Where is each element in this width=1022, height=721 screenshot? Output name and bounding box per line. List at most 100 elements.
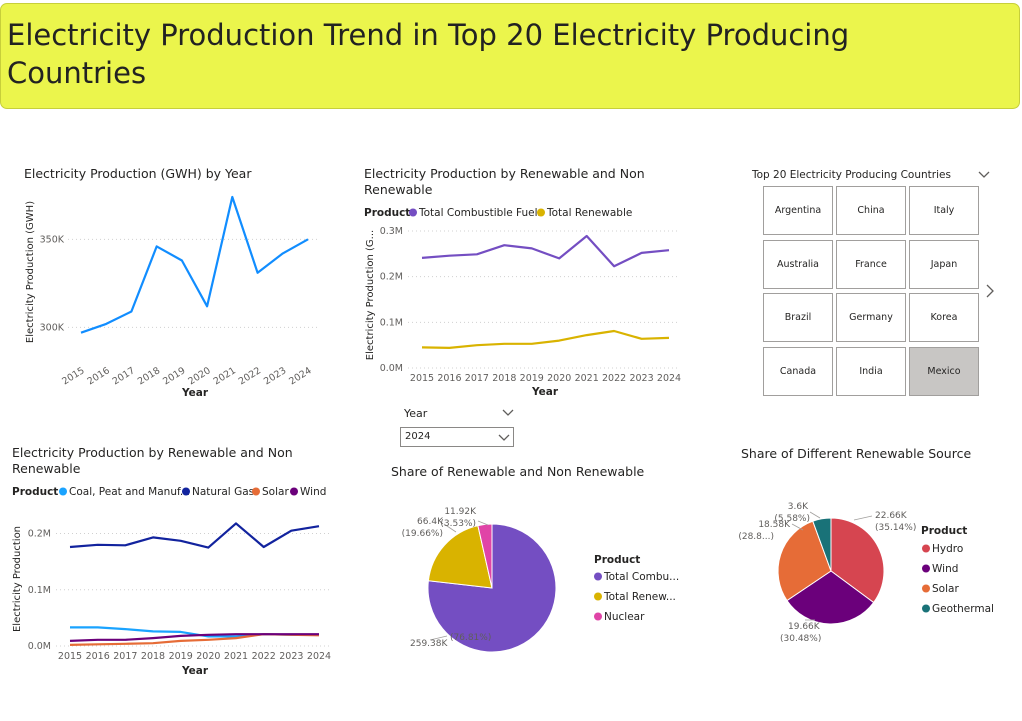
x-tick-label: 2016 — [86, 651, 110, 662]
pie-slice-solar — [777, 520, 832, 602]
legend-item: Total Combu... — [603, 571, 679, 583]
data-label-value: 3.6K — [788, 502, 809, 512]
y-tick-label: 0.0M — [28, 641, 51, 652]
legend-item: Natural Gas — [192, 486, 254, 498]
y-axis-title: Electricity Production — [12, 526, 23, 632]
series-line-total-combustible-fuels — [421, 234, 670, 268]
pie-slice-nuclear — [477, 523, 493, 589]
slicer-title: Top 20 Electricity Producing Countries — [752, 169, 951, 181]
leader-line — [853, 515, 873, 521]
x-tick-label: 2015 — [60, 365, 86, 387]
slicer-item-germany[interactable]: Germany — [836, 293, 906, 342]
legend-marker — [537, 208, 545, 217]
x-tick-label: 2022 — [252, 651, 276, 662]
legend-title: Product — [364, 207, 410, 219]
x-tick-label: 2017 — [113, 651, 137, 662]
x-tick-label: 2017 — [111, 365, 137, 387]
y-axis-title: Electricity Production (G... — [365, 230, 376, 360]
x-tick-label: 2015 — [58, 651, 82, 662]
series-line-natural-gas — [69, 522, 320, 549]
data-label-value: 11.92K — [444, 507, 477, 517]
slicer-item-china[interactable]: China — [836, 186, 906, 235]
page-title: Electricity Production Trend in Top 20 E… — [7, 18, 850, 90]
chart5-title: Share of Different Renewable Source — [741, 446, 972, 461]
legend-item: Solar — [262, 486, 289, 498]
x-tick-label: 2022 — [602, 373, 626, 384]
year-dropdown-value: 2024 — [405, 431, 431, 442]
x-tick-label: 2023 — [279, 651, 303, 662]
title-banner — [0, 3, 1020, 109]
slicer-item-brazil[interactable]: Brazil — [763, 293, 833, 342]
leader-line — [429, 635, 448, 641]
y-axis-title: Electricity Production (GWH) — [25, 201, 36, 343]
legend-marker — [922, 544, 930, 553]
slicer-item-japan[interactable]: Japan — [909, 240, 979, 289]
x-tick-label: 2021 — [224, 651, 248, 662]
y-tick-label: 0.2M — [28, 529, 51, 540]
pie-slice-hydro — [830, 517, 885, 604]
legend-marker — [59, 487, 67, 496]
year-filter-chevron-down-icon[interactable] — [502, 408, 514, 418]
leader-line — [477, 520, 489, 526]
leader-line — [809, 511, 821, 519]
legend-marker — [594, 572, 602, 581]
x-tick-label: 2021 — [212, 365, 238, 387]
legend-item: Nuclear — [604, 611, 645, 623]
x-tick-label: 2024 — [287, 365, 313, 387]
legend-marker — [922, 604, 930, 613]
chart2-title: Electricity Production by Renewable and … — [364, 166, 645, 197]
legend-item: Wind — [932, 563, 958, 575]
data-label-value: 18.58K — [758, 520, 791, 530]
legend-item: Coal, Peat and Manuf... — [69, 486, 190, 498]
x-tick-label: 2015 — [410, 373, 434, 384]
y-tick-label: 0.0M — [380, 363, 403, 374]
legend-marker — [594, 592, 602, 601]
slicer-item-mexico[interactable]: Mexico — [909, 347, 979, 396]
x-tick-label: 2016 — [437, 373, 461, 384]
data-label-percent: (76.81%) — [450, 633, 491, 643]
year-filter-label: Year — [404, 407, 428, 420]
y-tick-label: 350K — [40, 234, 65, 245]
chart1-title: Electricity Production (GWH) by Year — [24, 166, 252, 181]
legend-item: Hydro — [932, 543, 963, 555]
legend-item: Total Renewable — [546, 207, 632, 219]
legend-title: Product — [921, 525, 967, 537]
data-label-percent: (3.53%) — [440, 519, 476, 529]
slicer-dropdown-chevron-down-icon[interactable] — [978, 170, 990, 180]
series-line-total-renewable — [421, 329, 670, 349]
pie-slice-total-renew — [427, 525, 493, 589]
leader-line — [791, 523, 804, 531]
data-label-value: 19.66K — [788, 622, 821, 632]
slicer-item-italy[interactable]: Italy — [909, 186, 979, 235]
y-tick-label: 0.3M — [380, 226, 403, 237]
slicer-item-france[interactable]: France — [836, 240, 906, 289]
slicer-item-australia[interactable]: Australia — [763, 240, 833, 289]
chart3-title: Electricity Production by Renewable and … — [12, 445, 293, 476]
chart4-title: Share of Renewable and Non Renewable — [391, 464, 645, 479]
pie-slice-total-combu — [427, 523, 557, 653]
legend-marker — [182, 487, 190, 496]
y-tick-label: 0.1M — [380, 317, 403, 328]
series-line-coal-peat-and-manuf — [70, 626, 319, 638]
series-line-production — [80, 195, 309, 334]
data-label-percent: (5.58%) — [774, 514, 810, 524]
x-tick-label: 2020 — [547, 373, 571, 384]
slicer-item-india[interactable]: India — [836, 347, 906, 396]
data-label-percent: (28.8...) — [738, 532, 774, 542]
slicer-item-canada[interactable]: Canada — [763, 347, 833, 396]
chevron-down-icon — [498, 434, 510, 441]
slicer-item-korea[interactable]: Korea — [909, 293, 979, 342]
legend-title: Product — [12, 486, 58, 498]
x-tick-label: 2017 — [465, 373, 489, 384]
legend-marker — [290, 487, 298, 496]
legend-marker — [409, 208, 417, 217]
x-tick-label: 2016 — [85, 365, 111, 387]
slicer-next-chevron-right-icon[interactable] — [985, 284, 995, 298]
slicer-item-argentina[interactable]: Argentina — [763, 186, 833, 235]
legend-item: Solar — [932, 583, 959, 595]
year-dropdown[interactable]: 2024 — [400, 427, 514, 447]
y-tick-label: 300K — [40, 322, 65, 333]
legend-marker — [252, 487, 260, 496]
legend-item: Total Renew... — [603, 591, 676, 603]
x-tick-label: 2018 — [141, 651, 165, 662]
